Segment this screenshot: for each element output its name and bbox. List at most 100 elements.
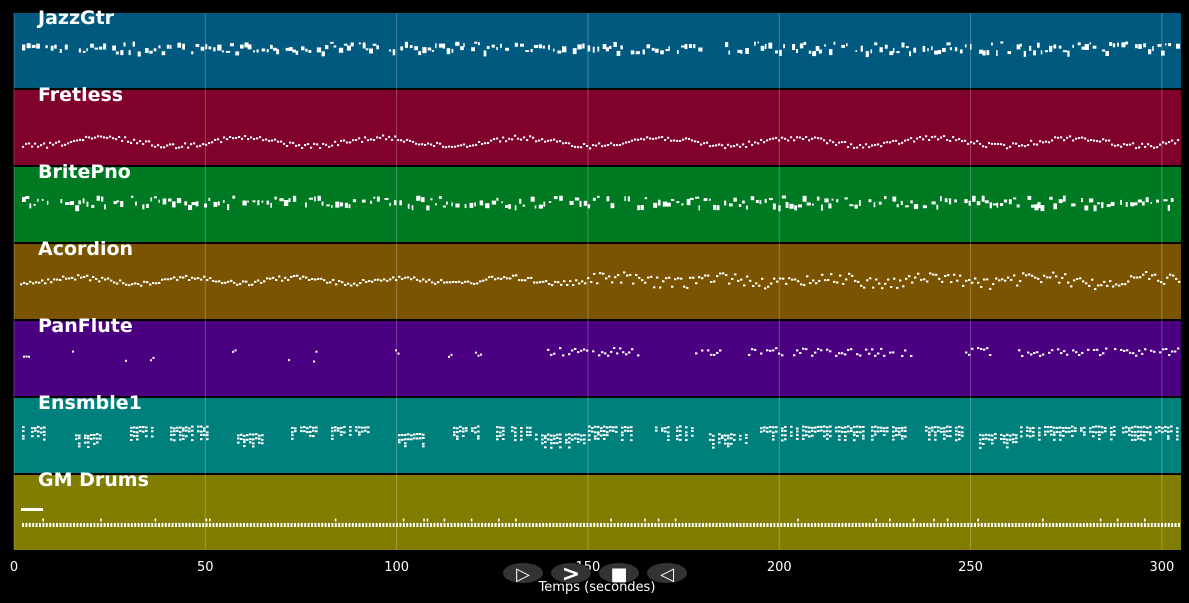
note bbox=[535, 140, 538, 143]
note bbox=[453, 434, 456, 437]
note bbox=[1145, 197, 1149, 203]
note bbox=[595, 144, 598, 147]
note bbox=[529, 135, 532, 138]
note bbox=[1003, 438, 1006, 440]
play-icon: ▷ bbox=[516, 564, 530, 585]
note bbox=[991, 142, 994, 145]
note bbox=[334, 426, 337, 429]
note bbox=[610, 350, 613, 353]
note bbox=[474, 523, 477, 527]
note bbox=[635, 274, 638, 276]
note bbox=[43, 142, 46, 145]
note bbox=[549, 523, 551, 527]
note bbox=[435, 203, 437, 206]
note bbox=[149, 283, 152, 286]
note bbox=[871, 426, 874, 429]
note bbox=[1140, 434, 1143, 437]
note bbox=[331, 430, 334, 433]
note bbox=[403, 140, 406, 143]
note bbox=[1083, 431, 1086, 434]
note bbox=[793, 523, 796, 527]
note bbox=[203, 275, 206, 278]
note bbox=[707, 349, 710, 352]
note bbox=[1023, 50, 1026, 57]
note bbox=[317, 523, 320, 527]
note bbox=[718, 437, 721, 440]
note bbox=[725, 274, 728, 277]
note bbox=[859, 431, 862, 434]
note bbox=[944, 275, 947, 277]
note bbox=[502, 438, 505, 440]
note bbox=[341, 281, 344, 284]
note bbox=[158, 281, 161, 284]
forward-button[interactable]: > bbox=[551, 562, 591, 587]
note bbox=[1117, 42, 1119, 47]
note bbox=[603, 523, 606, 527]
note bbox=[763, 141, 766, 144]
note bbox=[541, 138, 544, 141]
note bbox=[793, 139, 796, 142]
note bbox=[724, 438, 727, 441]
note bbox=[754, 41, 756, 46]
note bbox=[176, 278, 179, 281]
note bbox=[467, 523, 470, 527]
note bbox=[665, 277, 668, 280]
note bbox=[594, 437, 597, 440]
note bbox=[544, 437, 547, 440]
note bbox=[926, 280, 929, 283]
note bbox=[1143, 43, 1146, 48]
note bbox=[1135, 44, 1138, 49]
note bbox=[1125, 426, 1128, 429]
note bbox=[1106, 523, 1109, 527]
note bbox=[772, 435, 775, 437]
note bbox=[83, 523, 86, 527]
note bbox=[1029, 45, 1032, 51]
stop-button[interactable]: ■ bbox=[599, 563, 639, 585]
note bbox=[565, 433, 568, 436]
note bbox=[992, 283, 995, 286]
note bbox=[542, 45, 545, 49]
note bbox=[910, 200, 913, 204]
note bbox=[820, 349, 823, 352]
note bbox=[718, 441, 721, 444]
note bbox=[797, 523, 800, 527]
note bbox=[553, 437, 556, 440]
note bbox=[49, 523, 52, 527]
note bbox=[407, 276, 410, 279]
note bbox=[1084, 205, 1089, 211]
note bbox=[871, 144, 874, 147]
note bbox=[764, 287, 767, 290]
note bbox=[263, 523, 266, 527]
note bbox=[1059, 431, 1062, 434]
note bbox=[895, 139, 898, 142]
note bbox=[200, 46, 205, 51]
note bbox=[582, 43, 585, 49]
note bbox=[83, 275, 86, 278]
note bbox=[1018, 349, 1021, 352]
note bbox=[716, 351, 719, 354]
note bbox=[137, 283, 140, 286]
note bbox=[463, 143, 466, 146]
note bbox=[433, 523, 436, 527]
note bbox=[979, 433, 982, 436]
note bbox=[178, 146, 181, 149]
play-button[interactable]: ▷ bbox=[503, 563, 543, 585]
note bbox=[614, 276, 617, 279]
track-label: GM Drums bbox=[38, 469, 149, 491]
note bbox=[1031, 204, 1035, 208]
note bbox=[829, 350, 832, 353]
note bbox=[462, 427, 465, 430]
note bbox=[783, 523, 786, 527]
note bbox=[591, 430, 594, 433]
note bbox=[802, 138, 805, 141]
note bbox=[931, 46, 933, 51]
note bbox=[559, 347, 562, 350]
note bbox=[691, 434, 694, 437]
note bbox=[200, 425, 203, 428]
note bbox=[243, 441, 246, 444]
rewind-button[interactable]: ◁ bbox=[647, 563, 687, 585]
note bbox=[577, 351, 580, 354]
note bbox=[375, 523, 378, 527]
note bbox=[1103, 280, 1106, 283]
note bbox=[127, 523, 130, 527]
